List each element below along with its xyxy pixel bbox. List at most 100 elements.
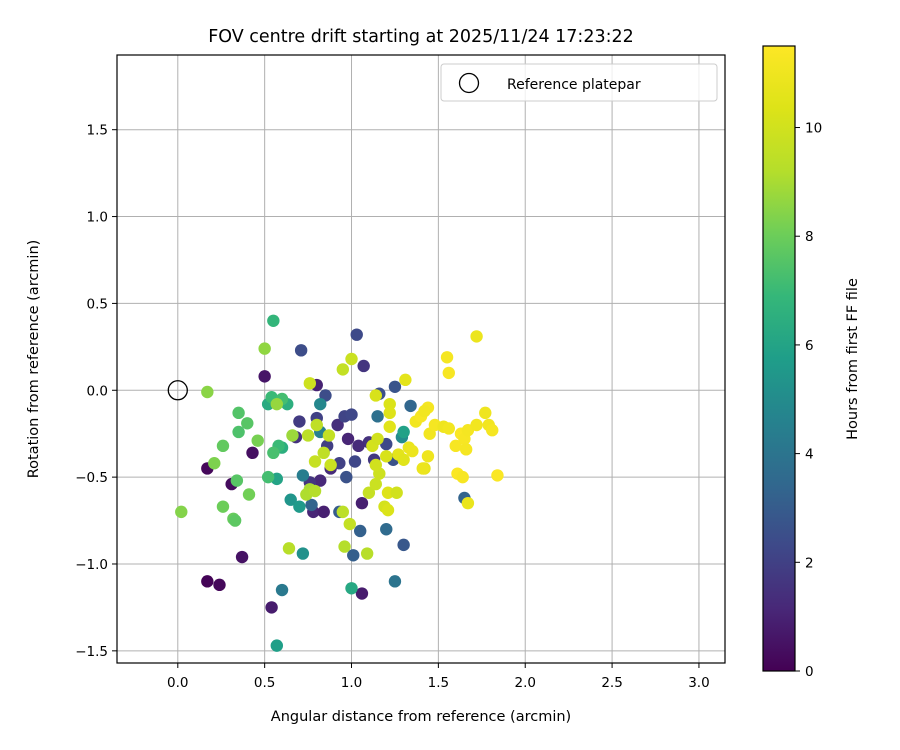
data-point [270, 397, 284, 411]
data-point [267, 446, 280, 460]
reference-platepar-marker [167, 380, 188, 401]
data-point [267, 314, 280, 327]
data-point [251, 434, 264, 447]
data-point [232, 406, 245, 420]
data-point [213, 578, 226, 592]
data-point [216, 500, 230, 513]
data-point [357, 359, 370, 373]
data-point [241, 417, 254, 430]
data-point [336, 363, 350, 376]
data-point [406, 444, 419, 458]
x-tick-label: 3.0 [688, 675, 709, 691]
data-point [383, 406, 396, 420]
data-point [175, 505, 188, 519]
data-point [293, 500, 306, 513]
colorbar-label: Hours from first FF file [845, 278, 861, 440]
data-point [470, 330, 483, 343]
y-tick-label: 0.0 [87, 383, 108, 399]
data-point [449, 439, 462, 453]
data-point [456, 470, 469, 484]
data-point [314, 474, 327, 487]
legend-reference-label: Reference platepar [507, 77, 641, 93]
colorbar: 0 2 4 6 8 10 Hours from first FF file [762, 45, 861, 680]
legend: Reference platepar [440, 63, 718, 102]
data-point [258, 342, 271, 355]
colorbar-gradient [762, 45, 796, 672]
y-axis-ticks: −1.5 −1.0 −0.5 0.0 0.5 1.0 1.5 [75, 123, 117, 660]
colorbar-tick-label: 8 [805, 229, 814, 245]
data-point [301, 429, 315, 442]
data-point [369, 389, 383, 402]
y-axis-label: Rotation from reference (arcmin) [26, 240, 42, 479]
y-tick-label: −0.5 [75, 470, 108, 486]
data-point [331, 418, 344, 432]
colorbar-ticks: 0 2 4 6 8 10 [795, 121, 822, 680]
x-tick-label: 0.0 [167, 675, 188, 691]
data-point [348, 455, 362, 468]
data-point [336, 505, 350, 519]
data-point [345, 352, 358, 366]
data-point [418, 404, 431, 418]
data-point [282, 542, 296, 555]
data-point [261, 470, 275, 484]
data-point [293, 415, 306, 428]
data-point [355, 496, 369, 510]
data-point [216, 439, 230, 453]
data-point [399, 373, 412, 387]
data-point [265, 601, 278, 614]
data-point [270, 639, 284, 652]
data-point [303, 377, 317, 390]
data-point [461, 496, 475, 510]
colorbar-tick-label: 2 [805, 555, 814, 571]
data-point [442, 422, 455, 435]
x-tick-label: 1.5 [428, 675, 449, 691]
data-point [362, 486, 376, 499]
data-point [232, 425, 245, 439]
data-point [296, 547, 310, 560]
data-point [380, 450, 393, 463]
colorbar-tick-label: 10 [805, 121, 822, 137]
data-points [175, 314, 504, 652]
data-point [354, 524, 367, 538]
y-tick-label: 1.5 [87, 123, 108, 139]
data-point [397, 453, 410, 466]
data-point [350, 328, 363, 341]
y-tick-label: 0.5 [87, 296, 108, 312]
x-axis-label: Angular distance from reference (arcmin) [271, 709, 571, 725]
data-point [347, 549, 360, 562]
data-point [371, 432, 384, 446]
data-point [286, 429, 299, 442]
x-tick-label: 0.5 [254, 675, 275, 691]
colorbar-tick-label: 0 [805, 664, 814, 680]
data-point [242, 488, 256, 501]
x-tick-label: 1.0 [341, 675, 362, 691]
reference-marker-layer [167, 380, 188, 401]
data-point [479, 406, 492, 420]
data-point [491, 469, 504, 482]
y-tick-label: −1.5 [75, 644, 108, 660]
x-axis-ticks: 0.0 0.5 1.0 1.5 2.0 2.5 3.0 [167, 663, 710, 691]
data-point [360, 547, 374, 560]
data-point [345, 582, 358, 595]
data-point [305, 498, 318, 512]
data-point [352, 439, 365, 453]
data-point [390, 486, 403, 499]
legend-box [440, 63, 718, 102]
data-point [383, 397, 396, 411]
data-point [208, 457, 221, 470]
data-point [324, 458, 337, 472]
data-point [338, 540, 351, 553]
data-point [459, 443, 473, 456]
data-point [442, 366, 455, 380]
data-point [228, 514, 242, 527]
data-point [388, 575, 402, 588]
data-point [345, 408, 358, 421]
data-point [380, 523, 393, 536]
data-point [246, 446, 259, 460]
data-point [201, 385, 214, 399]
data-point [381, 486, 395, 499]
data-point [310, 418, 323, 432]
colorbar-tick-label: 4 [805, 447, 814, 463]
y-tick-label: 1.0 [87, 210, 108, 226]
data-point [340, 470, 353, 484]
